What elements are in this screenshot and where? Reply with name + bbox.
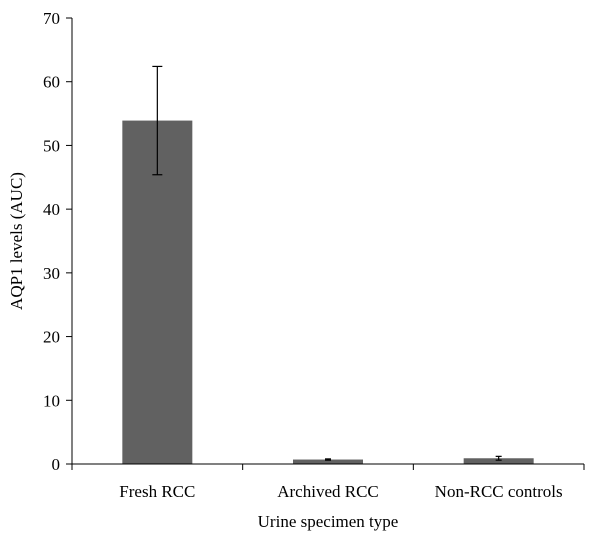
y-axis-ticks: 0 10 20 30 40 50 60 70: [43, 9, 72, 474]
x-axis-label: Urine specimen type: [258, 512, 399, 531]
y-tick-label: 50: [43, 136, 60, 155]
x-tick-label: Non-RCC controls: [435, 482, 563, 501]
error-bar: [152, 65, 163, 176]
bar: [463, 458, 534, 464]
bar: [293, 459, 363, 464]
y-tick-label: 60: [43, 73, 60, 92]
y-tick-label: 10: [43, 391, 60, 410]
y-axis-label: AQP1 levels (AUC): [7, 172, 26, 310]
error-bar: [495, 455, 502, 461]
y-tick-label: 70: [43, 9, 60, 28]
y-tick-label: 0: [52, 455, 61, 474]
y-tick-label: 20: [43, 328, 60, 347]
x-tick-label: Archived RCC: [277, 482, 379, 501]
y-tick-label: 30: [43, 264, 60, 283]
x-tick-label: Fresh RCC: [119, 482, 195, 501]
bar: [122, 120, 193, 464]
plot-area: [122, 65, 534, 464]
y-tick-label: 40: [43, 200, 60, 219]
x-axis-ticks: Fresh RCC Archived RCC Non-RCC controls: [71, 464, 585, 501]
error-bar: [325, 458, 331, 461]
